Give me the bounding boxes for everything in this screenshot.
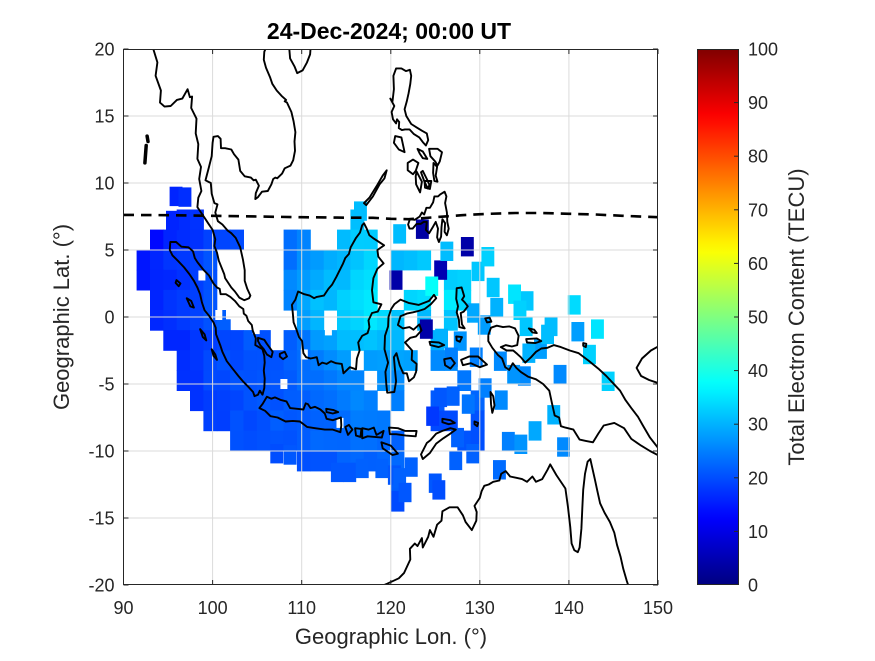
svg-text:130: 130 [465, 598, 495, 618]
svg-text:90: 90 [748, 93, 768, 113]
svg-text:120: 120 [376, 598, 406, 618]
svg-text:-20: -20 [88, 576, 114, 596]
svg-text:30: 30 [748, 415, 768, 435]
svg-text:-15: -15 [88, 509, 114, 529]
svg-text:15: 15 [94, 107, 114, 127]
svg-text:10: 10 [94, 174, 114, 194]
svg-text:Geographic Lon. (°): Geographic Lon. (°) [295, 624, 487, 649]
svg-text:90: 90 [113, 598, 133, 618]
svg-text:-10: -10 [88, 442, 114, 462]
svg-text:Geographic Lat. (°): Geographic Lat. (°) [49, 224, 74, 410]
svg-text:24-Dec-2024; 00:00 UT: 24-Dec-2024; 00:00 UT [267, 18, 511, 44]
svg-text:5: 5 [104, 241, 114, 261]
svg-text:10: 10 [748, 522, 768, 542]
svg-text:Total Electron Content (TECU): Total Electron Content (TECU) [784, 168, 809, 465]
svg-text:0: 0 [104, 308, 114, 328]
svg-text:110: 110 [287, 598, 316, 618]
svg-text:60: 60 [748, 254, 768, 274]
svg-text:150: 150 [643, 598, 673, 618]
svg-text:20: 20 [748, 468, 768, 488]
svg-text:40: 40 [748, 361, 768, 381]
svg-text:50: 50 [748, 308, 768, 328]
svg-text:0: 0 [748, 576, 758, 596]
svg-text:100: 100 [748, 40, 778, 60]
svg-text:-5: -5 [98, 375, 114, 395]
svg-text:20: 20 [94, 40, 114, 60]
svg-text:80: 80 [748, 147, 768, 167]
svg-text:100: 100 [198, 598, 228, 618]
svg-text:140: 140 [554, 598, 584, 618]
svg-text:70: 70 [748, 200, 768, 220]
